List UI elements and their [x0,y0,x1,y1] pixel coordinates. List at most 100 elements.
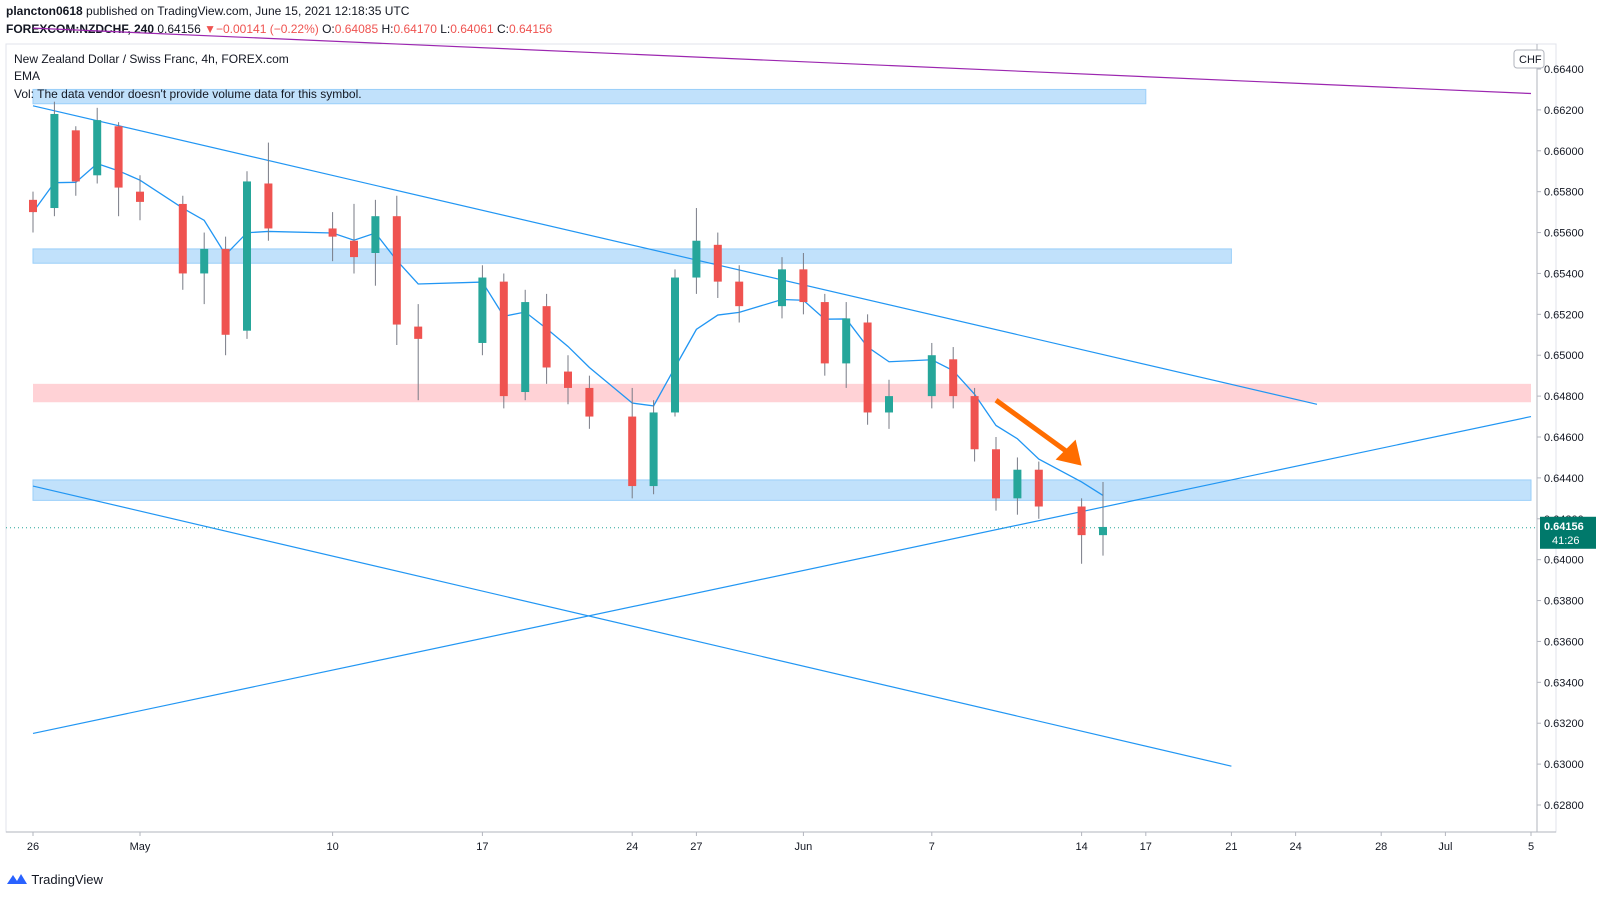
candle-16 [478,277,487,343]
y-tick-label: 0.63800 [1544,596,1584,608]
trendline-0 [32,105,1318,405]
candle-27 [735,281,744,307]
trendline-2 [32,415,1532,735]
candle-38 [1013,469,1022,499]
y-tick-label: 0.65000 [1544,350,1584,362]
y-tick-label: 0.66000 [1544,146,1584,158]
y-tick-label: 0.65800 [1544,187,1584,199]
candle-41 [1099,526,1107,536]
x-tick-label: 26 [27,841,39,853]
x-tick-label: 24 [626,841,638,853]
candle-17 [499,281,508,397]
x-tick-label: 14 [1075,841,1087,853]
currency-label: CHF [1519,54,1542,66]
candle-39 [1034,469,1043,507]
candle-19 [542,306,551,368]
last-price-label: 0.64156 [1544,521,1584,533]
candle-21 [585,387,594,417]
x-tick-label: 7 [929,841,935,853]
candle-33 [885,396,893,413]
candle-23 [649,412,658,487]
y-tick-label: 0.64800 [1544,391,1584,403]
currency-badge: CHF [1513,49,1545,69]
y-tick-label: 0.64000 [1544,555,1584,567]
y-tick-label: 0.65200 [1544,309,1584,321]
publish-info: plancton0618 published on TradingView.co… [6,4,409,18]
x-tick-label: Jul [1438,841,1452,853]
candle-10 [264,183,273,229]
low-label: L: [440,22,451,36]
candle-11 [328,228,337,237]
high-label: H: [381,22,394,36]
candle-4 [114,126,123,188]
candle-37 [992,449,1000,499]
y-tick-label: 0.66400 [1544,64,1584,76]
x-tick-label: 28 [1375,841,1387,853]
x-tick-label: 21 [1225,841,1237,853]
change-down-icon: ▼ [204,22,216,36]
tradingview-logo-icon [7,874,27,884]
candle-34 [927,355,936,397]
change-value: −0.00141 (−0.22%) [215,22,319,36]
x-tick-label: 27 [690,841,702,853]
tradingview-brand[interactable]: TradingView [6,872,103,887]
y-tick-label: 0.63400 [1544,677,1584,689]
candle-3 [93,120,102,176]
candle-8 [221,248,230,335]
trendline-1 [32,485,1232,767]
arrow-shaft [994,398,1072,456]
brand-label: TradingView [31,872,103,887]
candle-18 [521,302,530,393]
candle-25 [692,240,701,278]
candle-26 [713,244,722,282]
x-tick-label: Jun [795,841,813,853]
zone-0 [32,88,1147,105]
close-value: 0.64156 [508,22,553,36]
close-label: C: [496,22,509,36]
y-tick-label: 0.63200 [1544,718,1584,730]
candle-9 [243,181,251,331]
y-tick-label: 0.65400 [1544,268,1584,280]
zone-1 [32,248,1232,264]
ema-legend[interactable]: EMA [14,69,41,83]
arrow-head [1055,439,1082,466]
candle-6 [178,203,187,274]
publisher-name: plancton0618 [6,4,83,18]
symbol-info: FOREXCOM:NZDCHF, 240 0.64156 ▼−0.00141 (… [6,22,552,36]
x-tick-label: 17 [1140,841,1152,853]
candle-2 [71,130,80,182]
trendline-3 [32,27,1532,95]
chart-title[interactable]: New Zealand Dollar / Swiss Franc, 4h, FO… [14,52,289,66]
open-value: 0.64085 [334,22,379,36]
candle-5 [136,191,144,202]
candle-24 [671,277,679,413]
candle-28 [778,269,786,307]
x-tick-label: May [130,841,151,853]
x-tick-label: 24 [1289,841,1301,853]
candle-40 [1077,506,1086,536]
published-text: published on TradingView.com, June 15, 2… [86,4,410,18]
candle-35 [949,359,958,397]
high-value: 0.64170 [393,22,437,36]
volume-legend[interactable]: Vol: The data vendor doesn't provide vol… [14,87,362,101]
candle-13 [371,216,380,253]
y-tick-label: 0.66200 [1544,105,1584,117]
y-tick-label: 0.63600 [1544,636,1584,648]
candle-32 [863,322,872,413]
candle-15 [414,326,423,339]
candle-1 [50,113,59,209]
candle-22 [628,416,637,487]
candle-30 [820,302,829,364]
candle-14 [392,216,401,325]
y-tick-label: 0.63000 [1544,759,1584,771]
zone-3 [32,479,1532,501]
y-tick-label: 0.65600 [1544,228,1584,240]
candle-12 [350,240,358,258]
last-price-tag [1540,516,1596,549]
candle-0 [29,199,37,213]
last-price: 0.64156 [157,22,201,36]
candle-36 [970,396,979,450]
low-value: 0.64061 [450,22,494,36]
currency-box [1513,49,1545,69]
